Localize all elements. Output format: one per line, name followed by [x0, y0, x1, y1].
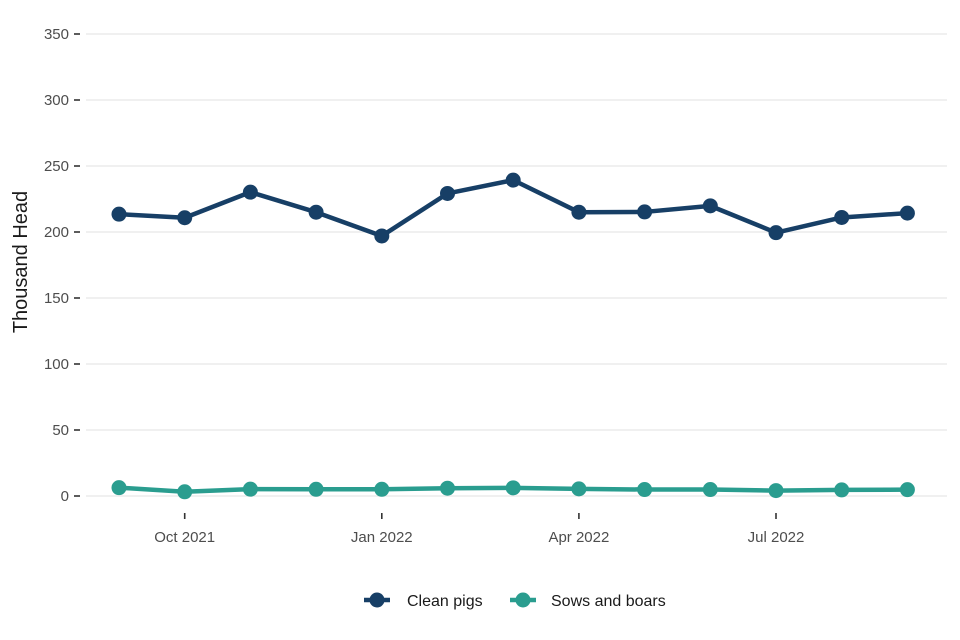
data-point	[308, 204, 324, 220]
data-point	[242, 481, 258, 497]
y-tick-label: 0	[61, 488, 69, 505]
legend-label: Sows and boars	[551, 593, 666, 610]
y-tick-label: 250	[44, 158, 69, 175]
data-point	[440, 480, 455, 496]
data-point	[834, 209, 850, 225]
y-tick-label: 200	[44, 224, 69, 241]
y-tick-label: 150	[44, 290, 69, 307]
data-point	[177, 484, 193, 500]
data-point	[637, 482, 653, 498]
data-point	[702, 482, 718, 498]
data-point	[505, 172, 521, 188]
y-axis-label: Thousand Head	[10, 191, 32, 333]
legend-key-point	[515, 592, 531, 608]
y-tick-label: 100	[44, 356, 69, 373]
legend: Clean pigs Sows and boars	[364, 592, 666, 610]
data-point	[768, 225, 784, 241]
data-point	[111, 480, 127, 496]
data-point	[702, 198, 718, 214]
data-point	[637, 204, 653, 220]
data-point	[242, 184, 258, 200]
series-line	[116, 177, 910, 239]
data-point	[899, 205, 915, 221]
x-tick-label: Apr 2022	[548, 529, 609, 546]
y-tick-label: 350	[44, 26, 69, 43]
data-point	[177, 210, 193, 226]
data-point	[768, 483, 784, 499]
data-point	[440, 185, 455, 201]
legend-item: Clean pigs	[364, 592, 483, 610]
data-point	[111, 206, 127, 222]
data-point	[834, 482, 850, 498]
x-axis: Oct 2021 Jan 2022 Apr 2022 Jul 2022	[154, 513, 804, 546]
data-point	[571, 481, 587, 497]
legend-key-point	[369, 592, 385, 608]
data-point	[899, 482, 915, 498]
data-point	[571, 204, 587, 220]
legend-label: Clean pigs	[407, 593, 483, 610]
data-point	[308, 481, 324, 497]
data-point	[374, 228, 390, 244]
x-tick-label: Oct 2021	[154, 529, 215, 546]
legend-item: Sows and boars	[510, 592, 666, 610]
y-tick-label: 300	[44, 92, 69, 109]
series-sows-and-boars	[111, 480, 915, 500]
x-tick-label: Jan 2022	[351, 529, 413, 546]
series-clean-pigs	[111, 172, 915, 244]
series-layer	[111, 172, 915, 500]
y-axis: 0 50 100 150 200 250 300 350	[44, 26, 80, 505]
x-tick-label: Jul 2022	[748, 529, 805, 546]
data-point	[505, 480, 521, 496]
gridlines	[86, 33, 947, 497]
data-point	[374, 481, 390, 497]
y-tick-label: 50	[52, 422, 69, 439]
